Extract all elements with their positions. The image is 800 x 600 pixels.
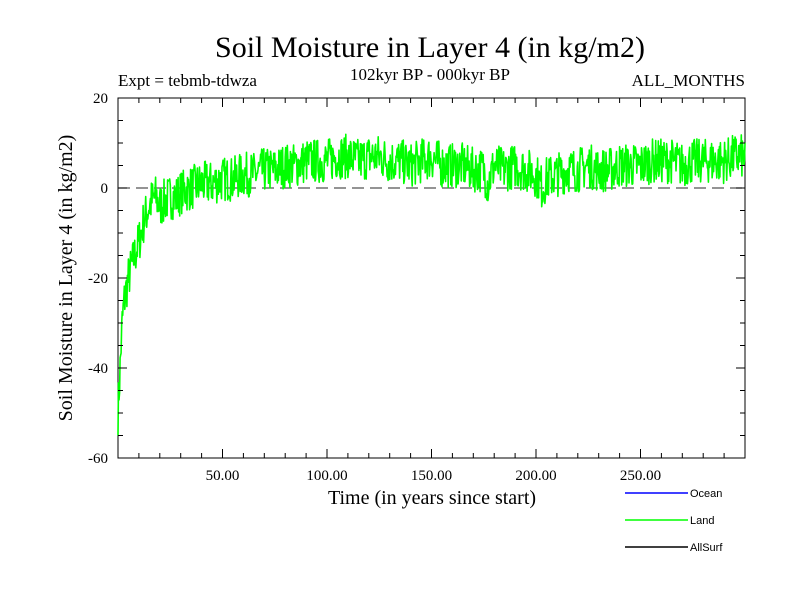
x-tick-label: 200.00 [515, 468, 556, 484]
x-tick-label: 50.00 [206, 468, 240, 484]
axis-ticks: 50.00 100.00 150.00 200.00 250.00 -60 -40 -20 0 2… [88, 91, 745, 484]
legend: Ocean Land AllSurf [625, 488, 723, 554]
x-tick-label: 250.00 [620, 468, 661, 484]
y-tick-label: -20 [88, 271, 108, 287]
x-tick-label: 150.00 [411, 468, 452, 484]
legend-label-ocean: Ocean [690, 488, 722, 500]
series-layer [117, 133, 746, 436]
x-tick-label: 100.00 [306, 468, 347, 484]
y-axis-label: Soil Moisture in Layer 4 (in kg/m2) [55, 135, 77, 422]
chart-title: Soil Moisture in Layer 4 (in kg/m2) [215, 31, 645, 64]
chart-left-note: Expt = tebmb-tdwza [118, 71, 257, 90]
chart-right-note: ALL_MONTHS [632, 71, 745, 90]
legend-label-land: Land [690, 515, 714, 527]
y-tick-label: 0 [101, 181, 109, 197]
y-tick-label: -60 [88, 451, 108, 467]
chart-subtitle: 102kyr BP - 000kyr BP [350, 65, 510, 84]
y-tick-label: -40 [88, 361, 108, 377]
x-axis-label: Time (in years since start) [328, 487, 536, 509]
y-tick-label: 20 [93, 91, 108, 107]
legend-label-allsurf: AllSurf [690, 542, 723, 554]
series-line-land [117, 133, 746, 436]
plot-frame [117, 97, 746, 459]
